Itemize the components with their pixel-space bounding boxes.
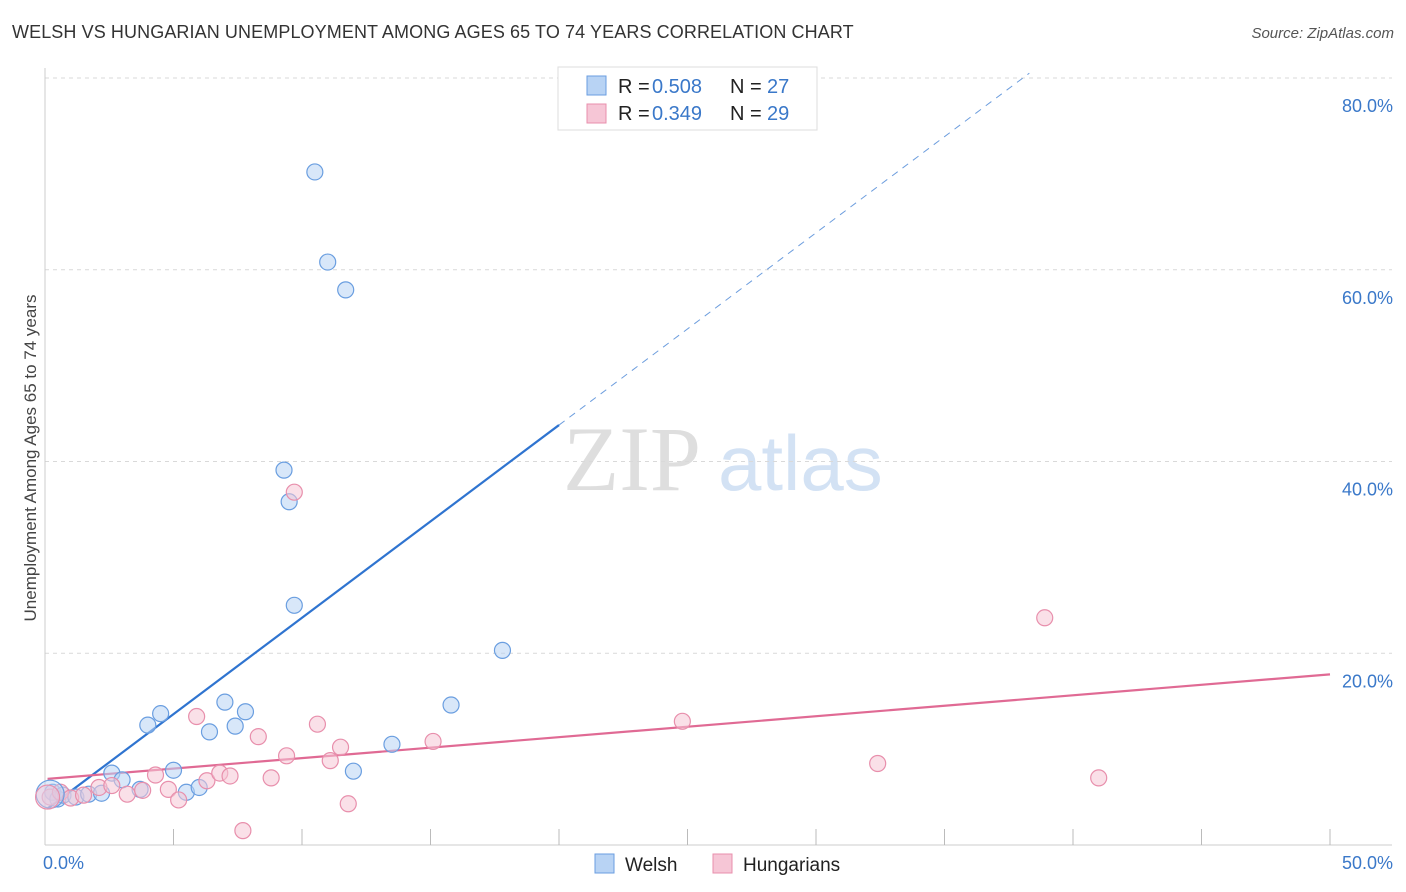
hungarians-point bbox=[277, 747, 296, 765]
y-tick-label: 20.0% bbox=[1342, 671, 1393, 691]
hungarians-point bbox=[103, 776, 121, 795]
hungarians-point bbox=[339, 795, 357, 813]
legend-hungarians-r-value: 0.349 bbox=[652, 103, 702, 125]
welsh-point bbox=[139, 716, 157, 734]
welsh-point bbox=[383, 735, 401, 753]
hungarians-point bbox=[424, 732, 442, 751]
hungarians-point bbox=[673, 712, 691, 730]
x-tick-label: 50.0% bbox=[1342, 853, 1393, 873]
bottom-legend-hungarians-swatch bbox=[712, 853, 733, 874]
welsh-point bbox=[216, 693, 234, 711]
welsh-point bbox=[337, 281, 355, 299]
legend-hungarians-n-value: 29 bbox=[767, 103, 789, 125]
legend-hungarians-n-label: N = bbox=[730, 103, 762, 125]
hungarians-point bbox=[321, 752, 339, 770]
welsh-point bbox=[226, 717, 244, 735]
legend-welsh-swatch bbox=[586, 75, 607, 96]
welsh-trend-line bbox=[46, 424, 560, 810]
hungarians-point bbox=[331, 738, 350, 756]
hungarians-point bbox=[1090, 769, 1108, 787]
welsh-trend-extension bbox=[558, 72, 1030, 426]
y-tick-label: 60.0% bbox=[1342, 288, 1393, 308]
y-axis-title: Unemployment Among Ages 65 to 74 years bbox=[21, 295, 40, 622]
legend-welsh-n-label: N = bbox=[730, 76, 762, 98]
hungarians-point bbox=[262, 769, 280, 787]
bottom-legend: Welsh Hungarians bbox=[594, 853, 840, 876]
y-tick-label: 40.0% bbox=[1342, 480, 1393, 500]
legend-welsh-r-label: R = bbox=[618, 76, 650, 98]
legend-hungarians-r-label: R = bbox=[618, 103, 650, 125]
hungarians-point bbox=[285, 483, 303, 501]
legend-hungarians-swatch bbox=[586, 103, 607, 124]
welsh-point bbox=[493, 641, 512, 659]
welsh-point bbox=[164, 761, 183, 779]
hungarians-point bbox=[198, 772, 216, 790]
hungarians-point bbox=[869, 754, 887, 773]
grid-lines bbox=[45, 77, 1392, 654]
welsh-point bbox=[285, 596, 303, 614]
welsh-point bbox=[275, 461, 293, 479]
hungarians-point bbox=[118, 785, 136, 803]
hungarians-point bbox=[1036, 609, 1054, 627]
welsh-point bbox=[200, 723, 219, 741]
hungarians-point bbox=[249, 728, 267, 746]
hungarians-point bbox=[134, 781, 152, 799]
hungarians-point bbox=[159, 780, 177, 798]
watermark-zip: ZIP bbox=[563, 408, 701, 510]
source-credit: Source: ZipAtlas.com bbox=[1251, 25, 1394, 42]
welsh-point bbox=[442, 696, 460, 714]
welsh-point bbox=[236, 703, 255, 721]
x-tick-label: 0.0% bbox=[43, 853, 84, 873]
legend-box: R = 0.508 N = 27 R = 0.349 N = 29 bbox=[557, 66, 818, 131]
hungarians-point bbox=[221, 767, 239, 785]
hungarians-point bbox=[234, 822, 252, 840]
welsh-point bbox=[319, 253, 337, 271]
watermark-atlas: atlas bbox=[718, 419, 883, 507]
welsh-point bbox=[152, 705, 170, 723]
welsh-point bbox=[306, 163, 324, 181]
bottom-legend-welsh-swatch bbox=[594, 853, 615, 874]
hungarians-point bbox=[146, 766, 165, 784]
welsh-point bbox=[344, 762, 362, 780]
hungarians-point bbox=[74, 786, 93, 804]
hungarians-point bbox=[170, 791, 188, 809]
y-tick-label: 80.0% bbox=[1342, 96, 1393, 116]
legend-welsh-r-value: 0.508 bbox=[652, 76, 702, 98]
data-points bbox=[34, 163, 1108, 840]
legend-welsh-n-value: 27 bbox=[767, 76, 789, 98]
bottom-legend-welsh-label: Welsh bbox=[625, 855, 677, 876]
hungarians-point bbox=[308, 715, 327, 733]
hungarians-point bbox=[188, 707, 206, 726]
chart-title: WELSH VS HUNGARIAN UNEMPLOYMENT AMONG AG… bbox=[12, 22, 854, 42]
hungarians-point bbox=[34, 784, 61, 810]
axes: 20.0% 40.0% 60.0% 80.0% 0.0% 50.0% bbox=[43, 68, 1393, 873]
bottom-legend-hungarians-label: Hungarians bbox=[743, 855, 840, 876]
